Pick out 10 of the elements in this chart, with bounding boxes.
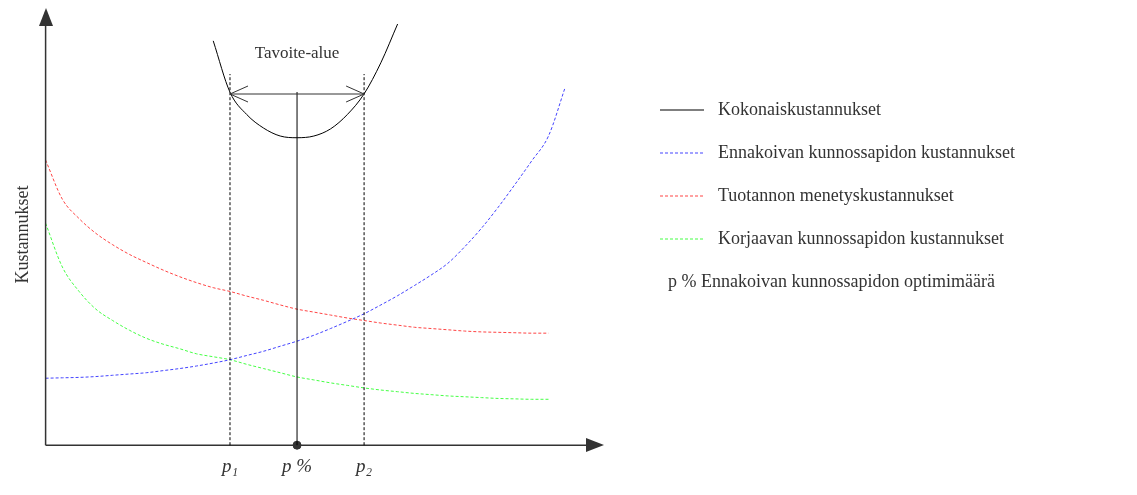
text: p % Ennakoivan kunnossapidon optimimäärä: [667, 270, 996, 293]
legend-label: Ennakoivan kunnossapidon kustannukset: [718, 142, 1015, 163]
legend-label: Kokonaiskustannukset: [718, 99, 881, 120]
x-tick-label: p₁: [219, 454, 239, 476]
x-tick-label: p %: [280, 454, 313, 476]
legend-label: Tuotannon menetyskustannukset: [718, 185, 954, 206]
legend-label: Korjaavan kunnossapidon kustannukset: [718, 228, 1004, 249]
y-axis-title: Kustannukset: [11, 185, 32, 284]
annotation: Tavoite-alue: [254, 43, 340, 63]
x-tick-label: p₂: [354, 454, 373, 476]
